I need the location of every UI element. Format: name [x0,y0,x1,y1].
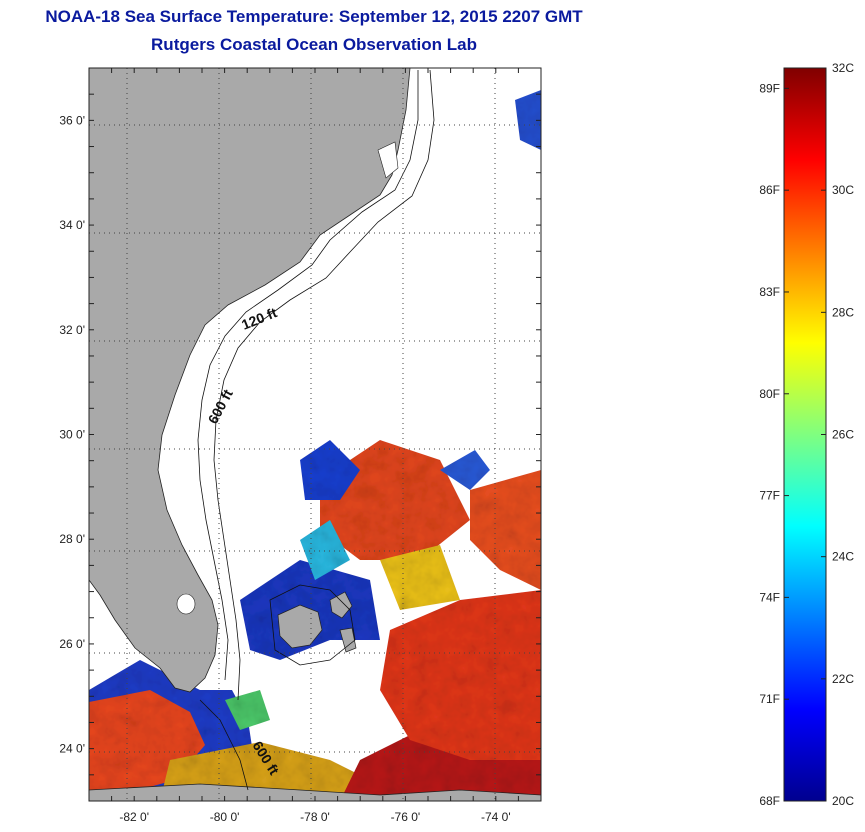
y-tick-label: 32 0' [59,323,85,337]
colorbar-celsius-label: 24C [832,550,854,564]
contour-bahamas [269,584,356,666]
sst-patch-southeast [380,590,541,760]
colorbar-celsius-label: 26C [832,428,854,442]
sst-patch-ne-edge [515,90,541,150]
bathymetry-contours [197,69,435,791]
contour-florida-straits [199,699,249,791]
bahamas-abaco [329,591,353,619]
contour-600ft [213,69,435,701]
us-east-coast-land [89,68,411,693]
map-title: NOAA-18 Sea Surface Temperature: Septemb… [45,7,583,26]
sst-patch-mid-blue [300,440,360,500]
colorbar-fahrenheit-label: 89F [759,81,780,95]
colorbar-celsius-label: 32C [832,61,854,75]
lat-lon-grid [89,68,541,801]
bahamas-andros [277,604,323,649]
y-tick-label: 36 0' [59,113,85,127]
lake-okeechobee [176,593,196,615]
x-tick-label: -78 0' [300,810,330,824]
colorbar-celsius-label: 28C [832,305,854,319]
axis-tick-labels: -82 0' -80 0' -78 0' -76 0' -74 0' 36 0' 34 0'… [59,113,510,824]
colorbar-labels: 32C 30C 28C 26C 24C 22C 20C 89F 86F 83F 80F 77F 74F 7… [759,61,854,808]
sst-patch-cyan [300,520,350,580]
map-subtitle: Rutgers Coastal Ocean Observation Lab [151,35,477,54]
bahamas-exuma [339,627,357,653]
sst-data-field [89,90,541,801]
x-tick-label: -82 0' [119,810,149,824]
pamlico-sound [377,141,399,179]
colorbar-ticks [784,67,826,802]
colorbar-fahrenheit-label: 86F [759,183,780,197]
colorbar-fahrenheit-label: 68F [759,794,780,808]
y-tick-label: 28 0' [59,532,85,546]
sst-patch-east-warm [470,470,541,590]
x-tick-label: -74 0' [481,810,511,824]
x-tick-label: -76 0' [391,810,421,824]
colorbar-fahrenheit-label: 71F [759,692,780,706]
x-tick-label: -80 0' [210,810,240,824]
colorbar-fahrenheit-label: 74F [759,590,780,604]
colorbar-gradient [783,67,827,802]
sst-patch-yellow [380,545,460,610]
y-tick-label: 26 0' [59,637,85,651]
y-tick-label: 30 0' [59,428,85,442]
colorbar-fahrenheit-label: 80F [759,387,780,401]
colorbar-fahrenheit-label: 83F [759,285,780,299]
sst-patch-north-blue [440,450,490,490]
contour-120ft [197,70,419,681]
colorbar-celsius-label: 22C [832,672,854,686]
colorbar-fahrenheit-label: 77F [759,489,780,503]
y-tick-label: 24 0' [59,742,85,756]
axis-ticks [88,67,542,802]
y-tick-label: 34 0' [59,218,85,232]
sst-patch-green [225,690,270,730]
colorbar-celsius-label: 20C [832,794,854,808]
colorbar-celsius-label: 30C [832,183,854,197]
